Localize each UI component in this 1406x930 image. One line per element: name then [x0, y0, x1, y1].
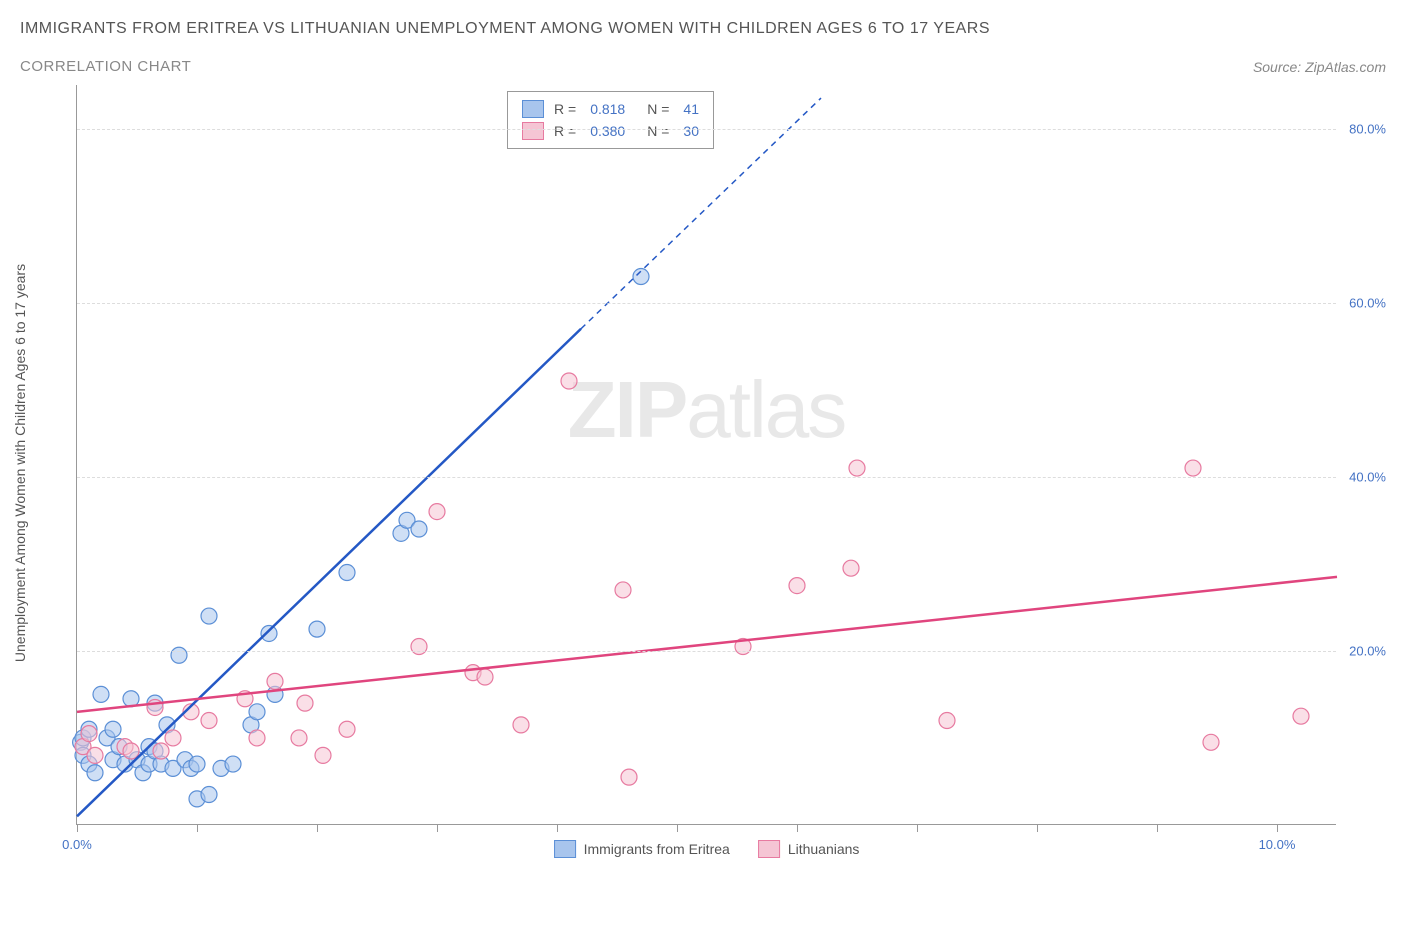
legend-r-label-1: R = — [554, 101, 576, 117]
data-point — [189, 756, 205, 772]
x-tick — [1157, 824, 1158, 832]
data-point — [201, 713, 217, 729]
grid-line — [77, 477, 1336, 478]
data-point — [315, 747, 331, 763]
legend-n-label-1: N = — [647, 101, 669, 117]
grid-line — [77, 651, 1336, 652]
data-point — [201, 608, 217, 624]
data-point — [411, 639, 427, 655]
legend-label-lithuanians: Lithuanians — [788, 841, 860, 857]
data-point — [225, 756, 241, 772]
data-point — [477, 669, 493, 685]
data-point — [267, 673, 283, 689]
x-tick — [797, 824, 798, 832]
y-tick-label: 40.0% — [1349, 469, 1386, 484]
legend-label-eritrea: Immigrants from Eritrea — [584, 841, 730, 857]
data-point — [561, 373, 577, 389]
data-point — [291, 730, 307, 746]
regression-line — [77, 329, 581, 817]
series-legend: Immigrants from Eritrea Lithuanians — [554, 840, 860, 858]
legend-r-value-2: 0.380 — [590, 123, 625, 139]
data-point — [165, 730, 181, 746]
stats-legend: R = 0.818 N = 41 R = 0.380 N = 30 — [507, 91, 714, 149]
data-point — [87, 765, 103, 781]
grid-line — [77, 303, 1336, 304]
legend-swatch-eritrea — [522, 100, 544, 118]
data-point — [105, 721, 121, 737]
data-point — [849, 460, 865, 476]
data-point — [171, 647, 187, 663]
legend-r-label-2: R = — [554, 123, 576, 139]
chart-subtitle: CORRELATION CHART — [20, 58, 191, 75]
x-tick — [437, 824, 438, 832]
x-tick — [317, 824, 318, 832]
data-point — [297, 695, 313, 711]
x-tick — [1037, 824, 1038, 832]
y-tick-label: 20.0% — [1349, 643, 1386, 658]
plot-area: Unemployment Among Women with Children A… — [56, 85, 1386, 855]
data-point — [81, 726, 97, 742]
data-point — [309, 621, 325, 637]
legend-row-2: R = 0.380 N = 30 — [522, 120, 699, 142]
data-point — [123, 743, 139, 759]
x-tick — [557, 824, 558, 832]
x-tick — [197, 824, 198, 832]
data-point — [153, 743, 169, 759]
legend-row-1: R = 0.818 N = 41 — [522, 98, 699, 120]
x-tick — [917, 824, 918, 832]
legend-swatch-eritrea-2 — [554, 840, 576, 858]
y-tick-label: 80.0% — [1349, 121, 1386, 136]
correlation-chart: IMMIGRANTS FROM ERITREA VS LITHUANIAN UN… — [20, 20, 1386, 910]
x-tick-label: 10.0% — [1259, 837, 1296, 852]
data-point — [93, 686, 109, 702]
legend-item-eritrea: Immigrants from Eritrea — [554, 840, 730, 858]
data-point — [201, 787, 217, 803]
x-tick — [77, 824, 78, 832]
data-point — [633, 269, 649, 285]
data-point — [261, 625, 277, 641]
x-tick — [1277, 824, 1278, 832]
y-axis-title: Unemployment Among Women with Children A… — [12, 264, 28, 662]
chart-title: IMMIGRANTS FROM ERITREA VS LITHUANIAN UN… — [20, 20, 1386, 38]
x-tick — [677, 824, 678, 832]
data-point — [513, 717, 529, 733]
legend-n-value-1: 41 — [683, 101, 699, 117]
data-point — [621, 769, 637, 785]
chart-svg — [77, 85, 1337, 825]
legend-item-lithuanians: Lithuanians — [758, 840, 860, 858]
subtitle-row: CORRELATION CHART Source: ZipAtlas.com — [20, 58, 1386, 75]
data-point — [615, 582, 631, 598]
legend-swatch-lithuanians — [522, 122, 544, 140]
data-point — [1203, 734, 1219, 750]
y-tick-label: 60.0% — [1349, 295, 1386, 310]
data-point — [843, 560, 859, 576]
data-point — [429, 504, 445, 520]
data-point — [249, 704, 265, 720]
data-point — [789, 578, 805, 594]
data-point — [87, 747, 103, 763]
data-point — [1293, 708, 1309, 724]
regression-line — [77, 577, 1337, 712]
data-point — [339, 721, 355, 737]
data-point — [1185, 460, 1201, 476]
legend-n-label-2: N = — [647, 123, 669, 139]
legend-swatch-lithuanians-2 — [758, 840, 780, 858]
legend-r-value-1: 0.818 — [590, 101, 625, 117]
chart-source: Source: ZipAtlas.com — [1253, 59, 1386, 75]
data-point — [411, 521, 427, 537]
legend-n-value-2: 30 — [683, 123, 699, 139]
inner-plot: ZIPatlas R = 0.818 N = 41 R = 0.380 N = … — [76, 85, 1336, 825]
data-point — [249, 730, 265, 746]
data-point — [339, 565, 355, 581]
data-point — [939, 713, 955, 729]
x-tick-label: 0.0% — [62, 837, 92, 852]
grid-line — [77, 129, 1336, 130]
